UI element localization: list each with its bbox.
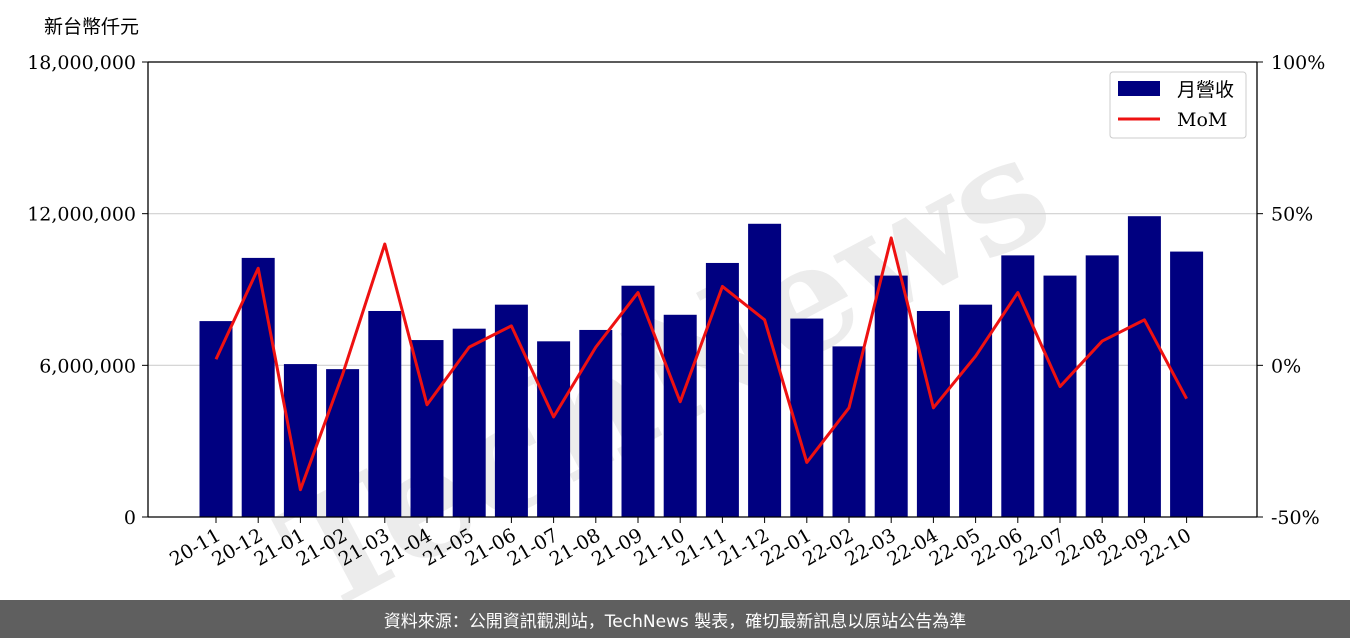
left-tick-label: 18,000,000 [27,52,136,74]
bar [916,310,950,517]
bar [537,341,571,517]
bar [410,340,444,517]
left-tick-label: 6,000,000 [39,355,136,377]
chart-svg: TechNews06,000,00012,000,00018,000,000-5… [27,16,1325,638]
bar [1170,251,1204,518]
bar [1127,216,1161,517]
legend-label-line: MoM [1177,109,1227,131]
bar [452,328,486,517]
mom-line [214,236,1188,492]
bar [199,321,233,517]
bar [832,346,866,517]
bar [1085,255,1119,517]
source-footer: 資料來源：公開資訊觀測站，TechNews 製表，確切最新訊息以原站公告為準 [0,600,1350,638]
bar [663,314,697,517]
legend-label-bar: 月營收 [1177,79,1234,101]
bar [368,310,402,517]
bar [283,364,317,517]
chart: TechNews06,000,00012,000,00018,000,000-5… [27,16,1325,638]
bar [326,369,360,517]
bar [874,275,908,517]
legend: 月營收 MoM [1109,71,1247,139]
right-tick-label: 100% [1271,52,1325,74]
legend-swatch-bar [1118,81,1160,96]
bar [494,304,528,517]
bar [241,257,275,517]
left-tick-label: 0 [124,507,136,529]
bar [1043,275,1077,517]
right-tick-label: 50% [1271,204,1313,226]
right-tick-label: 0% [1271,355,1301,377]
bar [579,329,613,517]
bar [748,223,782,517]
bar [705,262,739,517]
bar [1001,255,1035,517]
bar [790,318,824,517]
left-tick-label: 12,000,000 [27,204,136,226]
right-tick-label: -50% [1271,507,1320,529]
y-axis-label: 新台幣仟元 [44,16,139,38]
